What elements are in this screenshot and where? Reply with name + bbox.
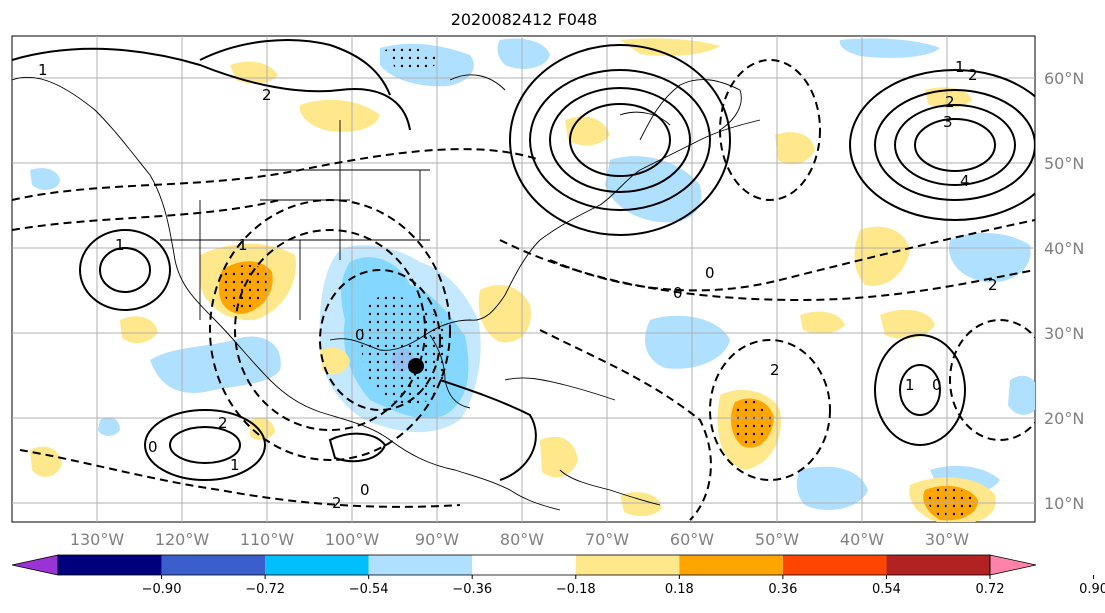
- svg-text:110°W: 110°W: [240, 530, 295, 549]
- svg-text:1: 1: [230, 456, 240, 474]
- svg-text:2: 2: [262, 86, 272, 104]
- colorbar-segment: [161, 555, 266, 575]
- svg-text:1: 1: [115, 236, 125, 254]
- svg-text:0: 0: [355, 326, 365, 344]
- map-content: 1 2 2 3 4 2 1 0 0 0 0 2 1 1 2 0 2 0 1 2 …: [12, 36, 1035, 522]
- svg-text:90°W: 90°W: [415, 530, 459, 549]
- longitude-labels: 130°W 120°W 110°W 100°W 90°W 80°W 70°W 6…: [70, 530, 969, 549]
- svg-text:30°W: 30°W: [925, 530, 969, 549]
- svg-text:50°N: 50°N: [1044, 154, 1084, 173]
- svg-text:100°W: 100°W: [325, 530, 380, 549]
- svg-text:2: 2: [988, 276, 998, 294]
- dashed-contours: [12, 59, 1035, 521]
- svg-text:2: 2: [968, 66, 978, 84]
- colorbar-tick-label: −0.90: [142, 582, 182, 597]
- svg-text:0: 0: [705, 264, 715, 282]
- colorbar-segment: [886, 555, 990, 575]
- svg-text:0: 0: [932, 376, 942, 394]
- colorbar-tick-label: 0.36: [768, 582, 797, 597]
- svg-text:20°N: 20°N: [1044, 409, 1084, 428]
- colorbar-tick-label: 0.18: [665, 582, 694, 597]
- svg-text:2: 2: [945, 93, 955, 111]
- colorbar-extend-low: [11, 554, 59, 576]
- svg-text:60°N: 60°N: [1044, 69, 1084, 88]
- svg-text:1: 1: [955, 58, 965, 76]
- colorbar-tick-label: −0.18: [556, 582, 596, 597]
- svg-text:30°N: 30°N: [1044, 324, 1084, 343]
- colorbar-segment: [472, 555, 576, 575]
- colorbar-segment: [782, 555, 887, 575]
- svg-text:1: 1: [238, 236, 248, 254]
- map-title: 2020082412 F048: [451, 10, 598, 29]
- latitude-labels: 60°N 50°N 40°N 30°N 20°N 10°N: [1044, 69, 1084, 513]
- storm-center-marker: [408, 358, 424, 374]
- svg-text:120°W: 120°W: [155, 530, 210, 549]
- svg-text:1: 1: [38, 61, 48, 79]
- colorbar-tick-label: 0.90: [1079, 582, 1105, 597]
- coastlines: [12, 74, 761, 511]
- svg-text:0: 0: [360, 481, 370, 499]
- svg-text:40°W: 40°W: [840, 530, 884, 549]
- colorbar-tick-label: 0.72: [976, 582, 1005, 597]
- contour-labels: 1 2 2 3 4 2 1 0 0 0 0 2 1 1 2 0 2 0 1 2 …: [38, 58, 998, 512]
- significance-stippling: [222, 47, 975, 519]
- svg-text:130°W: 130°W: [70, 530, 125, 549]
- colorbar-tick-label: −0.36: [452, 582, 492, 597]
- colorbar-segment: [368, 555, 473, 575]
- svg-text:3: 3: [943, 113, 953, 131]
- svg-text:2: 2: [332, 494, 342, 512]
- colorbar-tick-label: −0.72: [245, 582, 285, 597]
- colorbar-tick-label: 0.54: [872, 582, 901, 597]
- colorbar-extend-high: [989, 554, 1037, 576]
- svg-text:40°N: 40°N: [1044, 239, 1084, 258]
- svg-text:10°N: 10°N: [1044, 494, 1084, 513]
- colorbar-segment: [58, 555, 162, 575]
- colorbar-segment: [575, 555, 680, 575]
- solid-contours: [12, 39, 1035, 481]
- colorbar: −0.90 −0.72 −0.54 −0.36 −0.18 0.18 0.36 0.54 0.7…: [11, 554, 1105, 597]
- colorbar-segment: [679, 555, 783, 575]
- svg-text:60°W: 60°W: [670, 530, 714, 549]
- svg-text:50°W: 50°W: [755, 530, 799, 549]
- svg-text:4: 4: [960, 172, 970, 190]
- colorbar-segment: [265, 555, 369, 575]
- svg-text:80°W: 80°W: [500, 530, 544, 549]
- svg-text:1: 1: [905, 376, 915, 394]
- svg-text:0: 0: [148, 438, 158, 456]
- svg-text:70°W: 70°W: [585, 530, 629, 549]
- svg-text:2: 2: [218, 414, 228, 432]
- colorbar-tick-label: −0.54: [349, 582, 389, 597]
- svg-text:2: 2: [770, 361, 780, 379]
- svg-text:0: 0: [673, 284, 683, 302]
